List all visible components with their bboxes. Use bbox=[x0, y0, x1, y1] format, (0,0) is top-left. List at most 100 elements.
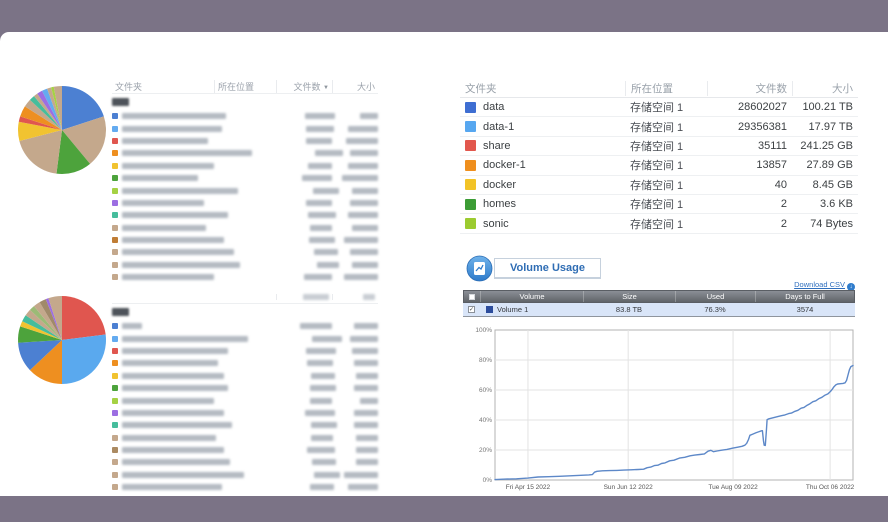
blurred-text bbox=[352, 224, 378, 231]
folder-size-cell: 17.97 TB bbox=[808, 120, 853, 133]
table-rows: data 存储空间 1 28602027 100.21 TB data-1 存储空间 1 2… bbox=[460, 98, 858, 234]
folder-row[interactable]: data-1 存储空间 1 29356381 17.97 TB bbox=[460, 117, 858, 137]
folder-row-blurred[interactable] bbox=[112, 382, 378, 394]
folder-color-swatch bbox=[465, 121, 476, 133]
folder-color-swatch bbox=[112, 162, 118, 169]
blurred-text bbox=[306, 137, 332, 144]
folder-name-cell: docker bbox=[460, 179, 625, 191]
volume-size-cell: 83.8 TB bbox=[615, 305, 643, 314]
folder-color-swatch bbox=[112, 274, 118, 281]
blurred-text bbox=[354, 360, 378, 367]
blurred-text bbox=[310, 484, 335, 491]
folder-row-blurred[interactable] bbox=[112, 122, 378, 134]
folder-row[interactable]: docker 存储空间 1 40 8.45 GB bbox=[460, 176, 858, 195]
folder-row-blurred[interactable] bbox=[112, 135, 378, 147]
table-rows bbox=[112, 320, 378, 493]
folder-row-blurred[interactable] bbox=[112, 110, 379, 122]
blurred-text bbox=[122, 137, 208, 144]
folder-size-cell: 100.21 TB bbox=[802, 101, 853, 114]
blurred-text bbox=[122, 162, 214, 169]
report-icon bbox=[466, 255, 493, 282]
folder-row-blurred[interactable] bbox=[112, 469, 378, 481]
column-header-volume[interactable]: Volume bbox=[481, 291, 584, 302]
folder-row-blurred[interactable] bbox=[112, 407, 378, 419]
folder-size-cell: 8.45 GB bbox=[812, 178, 853, 191]
volume-row[interactable]: ✓ Volume 1 83.8 TB 76.3% 3574 bbox=[463, 303, 855, 317]
folder-row-blurred[interactable] bbox=[112, 345, 378, 357]
folder-row-blurred[interactable] bbox=[112, 184, 378, 196]
pie-slice bbox=[62, 296, 106, 340]
folder-row-blurred[interactable] bbox=[112, 370, 378, 382]
folder-color-swatch bbox=[112, 471, 118, 478]
folder-row[interactable]: sonic 存储空间 1 2 74 Bytes bbox=[460, 214, 858, 234]
table-header-row: 文件夹 所在位置 文件数 ▼ 大小 bbox=[112, 80, 378, 94]
folder-row-blurred[interactable] bbox=[112, 209, 378, 221]
blurred-text bbox=[354, 422, 378, 429]
column-header-used[interactable]: Used bbox=[676, 291, 756, 302]
folder-row-blurred[interactable] bbox=[112, 332, 378, 344]
svg-text:Fri Apr 15 2022: Fri Apr 15 2022 bbox=[506, 484, 551, 491]
blurred-text bbox=[122, 175, 198, 182]
volume-checkbox[interactable]: ✓ bbox=[463, 306, 480, 313]
download-csv-link[interactable]: Download CSV bbox=[794, 280, 845, 289]
folder-size-cell: 3.6 KB bbox=[819, 198, 853, 211]
folder-row-blurred[interactable] bbox=[112, 394, 378, 406]
column-header-filecount[interactable]: 文件数 bbox=[707, 81, 792, 96]
folder-row-blurred[interactable] bbox=[112, 259, 378, 271]
back-link-blurred[interactable] bbox=[112, 304, 378, 320]
folder-row-blurred[interactable] bbox=[112, 432, 378, 444]
folder-row-blurred[interactable] bbox=[112, 481, 378, 493]
column-header-location[interactable]: 所在位置 bbox=[625, 81, 707, 96]
download-icon[interactable]: ↓ bbox=[847, 283, 855, 291]
folder-row-blurred[interactable] bbox=[112, 320, 378, 332]
blurred-text bbox=[355, 372, 378, 379]
folder-name-cell: docker-1 bbox=[460, 159, 625, 171]
folder-color-swatch bbox=[112, 409, 118, 416]
pie-slice bbox=[33, 93, 62, 130]
blurred-text bbox=[122, 409, 224, 416]
folder-row[interactable]: share 存储空间 1 35111 241.25 GB bbox=[460, 137, 858, 157]
folder-filecount-cell: 2 bbox=[780, 217, 787, 230]
blurred-text bbox=[304, 409, 335, 416]
folder-row-blurred[interactable] bbox=[112, 234, 378, 246]
folder-row-blurred[interactable] bbox=[112, 357, 378, 369]
folder-row-blurred[interactable] bbox=[112, 172, 378, 184]
column-header-filecount[interactable]: 文件数 ▼ bbox=[276, 80, 332, 93]
blurred-text bbox=[347, 125, 378, 132]
select-all-checkbox[interactable] bbox=[464, 291, 481, 302]
column-header-size[interactable]: 大小 bbox=[792, 81, 858, 96]
folder-location-cell: 存储空间 1 bbox=[630, 140, 684, 153]
column-header-folder[interactable]: 文件夹 bbox=[115, 82, 143, 92]
folder-color-swatch bbox=[112, 323, 118, 330]
folder-row[interactable]: homes 存储空间 1 2 3.6 KB bbox=[460, 195, 858, 215]
folder-row[interactable]: docker-1 存储空间 1 13857 27.89 GB bbox=[460, 156, 858, 176]
folder-row[interactable]: data 存储空间 1 28602027 100.21 TB bbox=[460, 98, 858, 118]
blurred-text bbox=[350, 335, 378, 342]
column-header-folder[interactable]: 文件夹 bbox=[465, 83, 497, 95]
blurred-text bbox=[122, 385, 228, 392]
folder-color-swatch bbox=[112, 372, 118, 379]
folder-row-blurred[interactable] bbox=[112, 456, 378, 468]
column-header-location[interactable]: 所在位置 bbox=[214, 80, 276, 93]
column-header-size[interactable]: Size bbox=[584, 291, 676, 302]
folder-table: 文件夹 所在位置 文件数 大小 data 存储空间 1 28602027 100.21… bbox=[460, 80, 858, 234]
svg-text:20%: 20% bbox=[479, 447, 492, 454]
folder-row-blurred[interactable] bbox=[112, 147, 379, 159]
blurred-text bbox=[122, 212, 228, 219]
blurred-text bbox=[122, 323, 142, 330]
folder-row-blurred[interactable] bbox=[112, 222, 378, 234]
column-header-size[interactable]: 大小 bbox=[332, 80, 378, 93]
folder-row-blurred[interactable] bbox=[112, 271, 378, 283]
blurred-text bbox=[312, 187, 339, 194]
folder-row-blurred[interactable] bbox=[112, 246, 378, 258]
folder-filecount-cell: 29356381 bbox=[738, 120, 787, 133]
folder-row-blurred[interactable] bbox=[112, 197, 378, 209]
folder-row-blurred[interactable] bbox=[112, 419, 378, 431]
blurred-text bbox=[122, 249, 234, 256]
folder-row-blurred[interactable] bbox=[112, 444, 378, 456]
pie-slice bbox=[29, 306, 62, 340]
back-link-blurred[interactable] bbox=[112, 94, 378, 110]
folder-name-cell: sonic bbox=[460, 218, 625, 230]
folder-row-blurred[interactable] bbox=[112, 160, 378, 172]
column-header-days-to-full[interactable]: Days to Full bbox=[785, 292, 825, 301]
